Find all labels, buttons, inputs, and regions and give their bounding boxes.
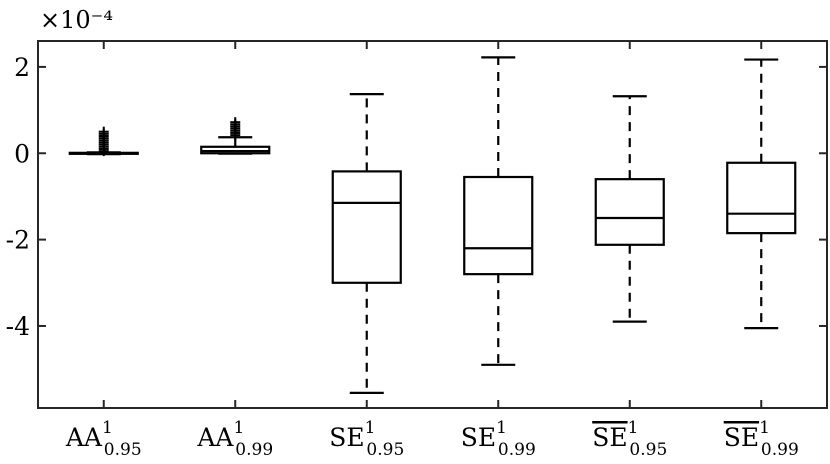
x-category-label: AA1 0.99 [196, 418, 273, 460]
x-category-label: AA1 0.95 [65, 418, 142, 460]
category-base: SE [329, 423, 364, 452]
category-superscript: 1 [496, 418, 507, 438]
category-subscript: 0.95 [366, 440, 404, 460]
category-subscript: 0.95 [104, 440, 142, 460]
axes-frame [37, 40, 828, 409]
category-base: SE [724, 423, 759, 452]
y-tick-label: 2 [14, 53, 30, 82]
y-tick-label: 0 [14, 139, 30, 168]
category-base: SE [461, 423, 496, 452]
box-iqr [463, 175, 534, 276]
y-tick-label: -4 [6, 312, 30, 341]
category-superscript: 1 [365, 418, 376, 438]
x-category-label: SE1 0.95 [329, 418, 404, 460]
category-superscript: 1 [759, 418, 770, 438]
x-category-label: SE1 0.99 [724, 418, 799, 460]
category-base: AA [65, 423, 103, 452]
plot-frame [37, 40, 828, 409]
box-iqr [331, 170, 402, 284]
category-subscript: 0.99 [498, 440, 536, 460]
category-subscript: 0.95 [629, 440, 667, 460]
category-superscript: 1 [233, 418, 244, 438]
box-group [200, 117, 271, 155]
y-tick-label: -2 [6, 226, 30, 255]
category-superscript: 1 [102, 418, 113, 438]
box-group [331, 93, 402, 394]
box-iqr [726, 161, 797, 235]
box-group [68, 126, 139, 157]
box-group [594, 95, 665, 323]
box-plot-marks [68, 56, 797, 394]
box-group [463, 56, 534, 366]
category-subscript: 0.99 [761, 440, 799, 460]
category-subscript: 0.99 [235, 440, 273, 460]
y-axis-ticks: -4 -2 0 2 [6, 53, 827, 341]
box-iqr [594, 178, 665, 246]
category-base: SE [592, 423, 627, 452]
y-axis-exponent-label: ×10⁻⁴ [40, 6, 113, 34]
x-category-label: SE1 0.99 [461, 418, 536, 460]
category-base: AA [196, 423, 234, 452]
x-axis-ticks: AA1 0.95 AA1 0.99 SE1 0.95 SE1 0.99 SE1 0.95 SE1 0.… [65, 41, 799, 460]
box-group [726, 58, 797, 330]
x-category-label: SE1 0.95 [592, 418, 667, 460]
category-superscript: 1 [628, 418, 639, 438]
exponent-label: ×10⁻⁴ [40, 6, 113, 34]
